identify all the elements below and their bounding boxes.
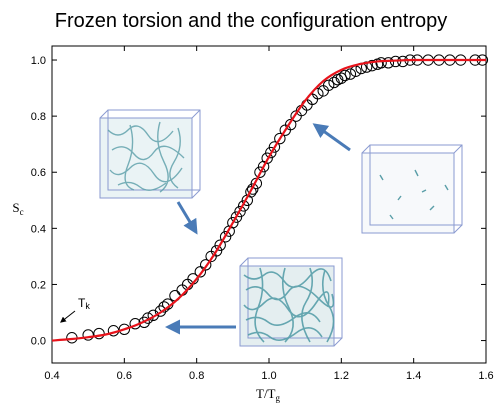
fit-line [51,58,486,342]
data-point [227,217,239,229]
arrow-from-right-image [312,123,351,152]
simulation-box-image-top-left [99,109,201,199]
x-tick-label: 1.4 [406,370,421,382]
data-point [200,259,212,271]
data-point [194,266,206,278]
data-point [254,166,266,178]
chart-title: Frozen torsion and the configuration ent… [55,10,447,32]
x-tick-label: 1.0 [261,370,276,382]
data-point [312,87,324,100]
y-tick-label: 0.8 [31,111,46,123]
data-point [245,186,257,198]
data-point [339,69,351,82]
data-point [344,68,357,80]
data-point [285,118,297,131]
x-tick-label: 0.6 [117,370,132,382]
arrow-from-top-left-image [176,201,198,235]
data-point [265,146,277,159]
x-tick-label: 1.6 [478,370,493,382]
data-point [247,183,259,195]
data-point [234,205,246,218]
data-point [93,327,105,340]
x-tick-label: 1.2 [334,370,349,382]
tk-arrow [60,310,76,323]
data-point [210,245,223,257]
simulation-box-image-bottom [239,257,343,347]
tk-annotation: Tk [78,296,90,311]
y-tick-label: 1.0 [31,55,46,67]
data-point [375,57,387,69]
y-axis-ticks: 0.0 0.2 0.4 0.6 0.8 1.0 [31,55,486,348]
simulation-box-image-right [361,144,463,234]
data-point [328,76,340,89]
data-point [268,141,281,153]
data-point [219,231,232,243]
data-point [118,323,131,336]
data-point [237,200,250,212]
data-point [274,132,286,145]
data-point [382,57,395,69]
x-axis-ticks: 0.4 0.6 0.8 1.0 1.2 1.4 1.6 [44,46,494,382]
data-point [82,329,94,341]
data-point [322,79,335,91]
data-point [147,309,159,322]
x-tick-label: 0.4 [44,370,59,382]
data-point [154,305,167,317]
y-tick-label: 0.0 [31,336,46,348]
y-tick-label: 0.4 [31,223,46,235]
y-axis-label: Sc [12,200,23,217]
y-tick-label: 0.6 [31,167,46,179]
y-tick-label: 0.2 [31,279,46,291]
data-point [214,239,226,251]
data-point [138,316,150,329]
data-point [230,211,243,223]
x-axis-label: T/Tg [256,386,281,403]
data-point [261,152,273,164]
x-tick-label: 0.8 [189,370,204,382]
